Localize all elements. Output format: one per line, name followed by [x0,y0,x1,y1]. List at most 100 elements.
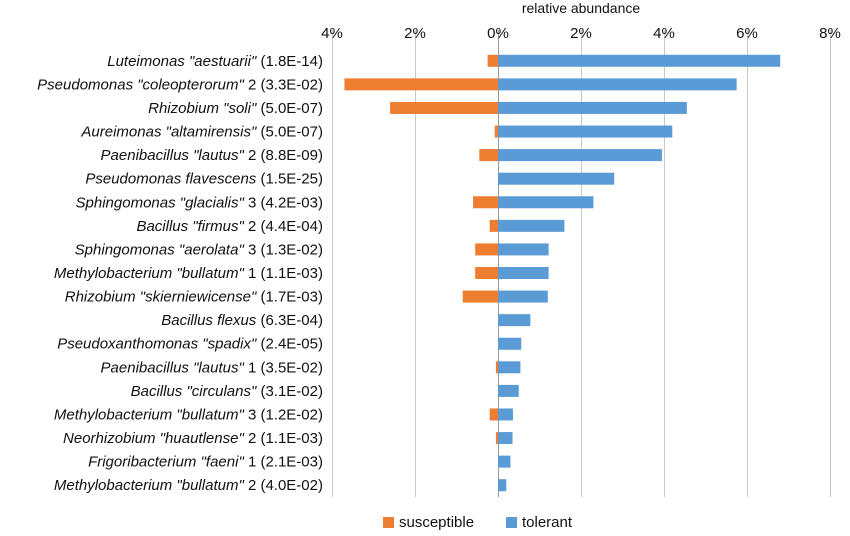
bar-tolerant [498,267,549,279]
category-species-name: Rhizobium "soli" [148,100,257,117]
category-label: Pseudoxanthomonas "spadix" (2.4E-05) [57,336,323,353]
x-tick-label: 2% [570,25,592,42]
category-suffix: (1.8E-14) [256,53,323,70]
category-labels: Luteimonas "aestuarii" (1.8E-14) Pseudomo… [37,53,323,494]
category-suffix: 2 (1.1E-03) [244,430,323,447]
bar-tolerant [498,243,549,256]
category-suffix: 3 (4.2E-03) [244,194,323,211]
category-suffix: (1.7E-03) [256,289,323,306]
bar-tolerant [498,432,513,445]
bar-susceptible [489,219,498,232]
bar-tolerant [498,290,548,303]
x-tick-label: 0% [487,25,509,42]
category-species-name: Pseudomonas flavescens [85,171,256,188]
category-suffix: 1 (1.1E-03) [244,265,323,282]
bar-susceptible [475,267,498,279]
x-tick-label: 4% [653,25,675,42]
bar-tolerant [498,219,565,232]
category-label: Bacillus flexus (6.3E-04) [161,312,323,329]
category-label: Rhizobium "skierniewicense" (1.7E-03) [65,289,323,306]
category-suffix: (1.5E-25) [256,171,323,188]
legend-label-susceptible: susceptible [399,514,474,531]
bar-susceptible [487,54,498,67]
category-species-name: Methylobacterium "bullatum" [54,477,245,494]
category-species-name: Paenibacillus "lautus" [101,359,245,376]
category-label: Aureimonas "altamirensis" (5.0E-07) [80,124,323,141]
category-label: Bacillus "circulans" (3.1E-02) [131,383,323,400]
category-species-name: Pseudomonas "coleopterorum" [37,76,244,93]
category-species-name: Sphingomonas "glacialis" [76,194,245,211]
bar-tolerant [498,78,737,91]
x-tick-label: 2% [404,25,426,42]
category-label: Methylobacterium "bullatum" 1 (1.1E-03) [54,265,323,282]
bar-susceptible [489,408,498,421]
bar-tolerant [498,479,507,492]
bar-susceptible [495,432,498,445]
category-suffix: (2.4E-05) [256,336,323,353]
category-species-name: Aureimonas "altamirensis" [80,124,257,141]
bar-tolerant [498,101,687,114]
bar-susceptible [344,78,498,91]
category-label: Methylobacterium "bullatum" 3 (1.2E-02) [54,406,323,423]
category-species-name: Bacillus flexus [161,312,257,329]
x-tick-label: 4% [321,25,343,42]
category-suffix: 2 (3.3E-02) [244,76,323,93]
category-suffix: 1 (2.1E-03) [244,454,323,471]
bar-susceptible [473,196,498,209]
category-label: Pseudomonas flavescens (1.5E-25) [85,171,323,188]
x-axis-title: relative abundance [522,0,641,16]
bar-susceptible [462,290,498,303]
category-suffix: (3.1E-02) [256,383,323,400]
category-label: Sphingomonas "aerolata" 3 (1.3E-02) [75,241,323,258]
category-species-name: Luteimonas "aestuarii" [107,53,257,70]
bar-susceptible [495,361,498,374]
bar-tolerant [498,455,511,468]
bar-susceptible [475,243,498,256]
category-label: Sphingomonas "glacialis" 3 (4.2E-03) [76,194,323,211]
category-suffix: 1 (3.5E-02) [244,359,323,376]
bar-susceptible [494,125,498,138]
category-label: Paenibacillus "lautus" 1 (3.5E-02) [101,359,323,376]
legend-label-tolerant: tolerant [522,514,573,531]
category-species-name: Bacillus "circulans" [131,383,257,400]
bar-tolerant [498,196,594,209]
category-suffix: 2 (8.8E-09) [244,147,323,164]
category-suffix: (5.0E-07) [256,124,323,141]
bar-susceptible [390,101,498,114]
category-species-name: Methylobacterium "bullatum" [54,406,245,423]
category-suffix: 3 (1.3E-02) [244,241,323,258]
x-axis-ticks: 4% 2% 0% 2% 4% 6% 8% [321,25,841,42]
category-species-name: Rhizobium "skierniewicense" [65,289,257,306]
category-suffix: 2 (4.0E-02) [244,477,323,494]
bar-tolerant [498,408,513,421]
bar-tolerant [498,125,673,138]
category-label: Frigoribacterium "faeni" 1 (2.1E-03) [88,454,323,471]
bar-tolerant [498,54,781,67]
category-label: Pseudomonas "coleopterorum" 2 (3.3E-02) [37,76,323,93]
legend-swatch-tolerant [506,517,517,528]
bar-tolerant [498,314,531,327]
gridlines [332,30,831,497]
category-label: Neorhizobium "huautlense" 2 (1.1E-03) [63,430,323,447]
category-species-name: Paenibacillus "lautus" [101,147,245,164]
bar-tolerant [498,149,662,162]
bar-tolerant [498,361,521,374]
category-label: Rhizobium "soli" (5.0E-07) [148,100,323,117]
x-tick-label: 6% [736,25,758,42]
category-suffix: 3 (1.2E-02) [244,406,323,423]
legend: susceptible tolerant [383,514,573,531]
category-species-name: Bacillus "firmus" [136,218,244,235]
category-species-name: Frigoribacterium "faeni" [88,454,244,471]
bar-tolerant [498,337,522,350]
bars [344,54,781,492]
x-tick-label: 8% [819,25,841,42]
category-species-name: Neorhizobium "huautlense" [63,430,244,447]
bar-susceptible [479,149,498,162]
bar-tolerant [498,172,615,185]
category-suffix: 2 (4.4E-04) [244,218,323,235]
category-species-name: Pseudoxanthomonas "spadix" [57,336,257,353]
category-species-name: Methylobacterium "bullatum" [54,265,245,282]
category-label: Bacillus "firmus" 2 (4.4E-04) [136,218,323,235]
category-label: Paenibacillus "lautus" 2 (8.8E-09) [101,147,323,164]
